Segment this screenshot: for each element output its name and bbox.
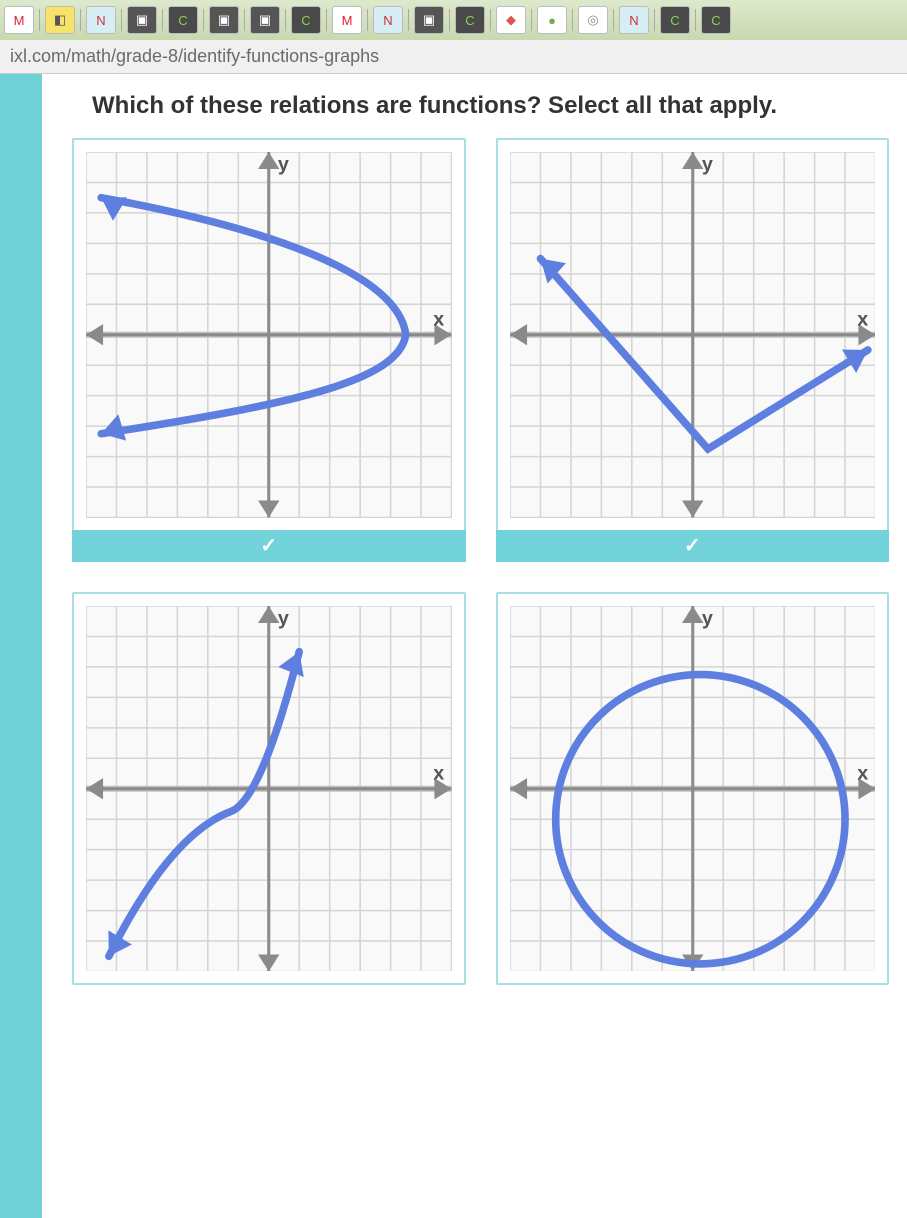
graph-svg: yx [510, 152, 876, 518]
svg-text:x: x [857, 762, 868, 784]
browser-tab[interactable]: C [291, 6, 321, 34]
svg-text:y: y [278, 153, 289, 175]
browser-tab[interactable]: ▣ [414, 6, 444, 34]
svg-text:y: y [278, 607, 289, 629]
tab-separator [531, 9, 532, 31]
browser-tab[interactable]: ● [537, 6, 567, 34]
selected-indicator: ✓ [496, 530, 890, 562]
browser-tab[interactable]: N [86, 6, 116, 34]
tab-separator [80, 9, 81, 31]
tab-separator [203, 9, 204, 31]
side-strip [0, 74, 42, 1218]
tab-separator [326, 9, 327, 31]
graph-card[interactable]: yx [72, 138, 466, 532]
browser-tab[interactable]: ◎ [578, 6, 608, 34]
tab-separator [367, 9, 368, 31]
tab-separator [408, 9, 409, 31]
tab-separator [285, 9, 286, 31]
browser-tab[interactable]: M [4, 6, 34, 34]
tab-separator [39, 9, 40, 31]
tab-separator [162, 9, 163, 31]
option-card-top-right[interactable]: yx ✓ [496, 138, 890, 562]
tab-separator [121, 9, 122, 31]
graph-card[interactable]: yx [496, 138, 890, 532]
browser-tab[interactable]: M [332, 6, 362, 34]
svg-text:x: x [433, 309, 444, 331]
browser-tab[interactable]: C [701, 6, 731, 34]
browser-tab[interactable]: C [168, 6, 198, 34]
options-grid: yx ✓ yx ✓ yx yx [72, 138, 889, 985]
tab-separator [654, 9, 655, 31]
question-text: Which of these relations are functions? … [92, 92, 889, 120]
svg-text:y: y [701, 153, 712, 175]
graph-svg: yx [86, 152, 452, 518]
svg-text:x: x [857, 309, 868, 331]
tab-separator [695, 9, 696, 31]
graph-card[interactable]: yx [72, 592, 466, 986]
option-card-top-left[interactable]: yx ✓ [72, 138, 466, 562]
browser-tab[interactable]: N [373, 6, 403, 34]
tab-separator [572, 9, 573, 31]
selected-indicator: ✓ [72, 530, 466, 562]
graph-svg: yx [510, 606, 876, 972]
check-icon: ✓ [260, 533, 277, 558]
browser-tab[interactable]: N [619, 6, 649, 34]
graph-card[interactable]: yx [496, 592, 890, 986]
option-card-bottom-right[interactable]: yx [496, 592, 890, 986]
tab-separator [490, 9, 491, 31]
check-icon: ✓ [684, 533, 701, 558]
url-text: ixl.com/math/grade-8/identify-functions-… [10, 46, 379, 67]
browser-tab[interactable]: ▣ [250, 6, 280, 34]
tab-separator [613, 9, 614, 31]
tab-separator [244, 9, 245, 31]
browser-tab-bar: M◧N▣C▣▣CMN▣C◆●◎NCC [0, 0, 907, 40]
graph-svg: yx [86, 606, 452, 972]
browser-tab[interactable]: C [660, 6, 690, 34]
svg-text:y: y [701, 607, 712, 629]
main-panel: Which of these relations are functions? … [42, 74, 907, 1218]
browser-tab[interactable]: ▣ [209, 6, 239, 34]
option-card-bottom-left[interactable]: yx [72, 592, 466, 986]
browser-tab[interactable]: ▣ [127, 6, 157, 34]
browser-tab[interactable]: ◆ [496, 6, 526, 34]
address-bar[interactable]: ixl.com/math/grade-8/identify-functions-… [0, 40, 907, 74]
browser-tab[interactable]: C [455, 6, 485, 34]
content-area: Which of these relations are functions? … [0, 74, 907, 1218]
browser-tab[interactable]: ◧ [45, 6, 75, 34]
svg-text:x: x [433, 762, 444, 784]
tab-separator [449, 9, 450, 31]
